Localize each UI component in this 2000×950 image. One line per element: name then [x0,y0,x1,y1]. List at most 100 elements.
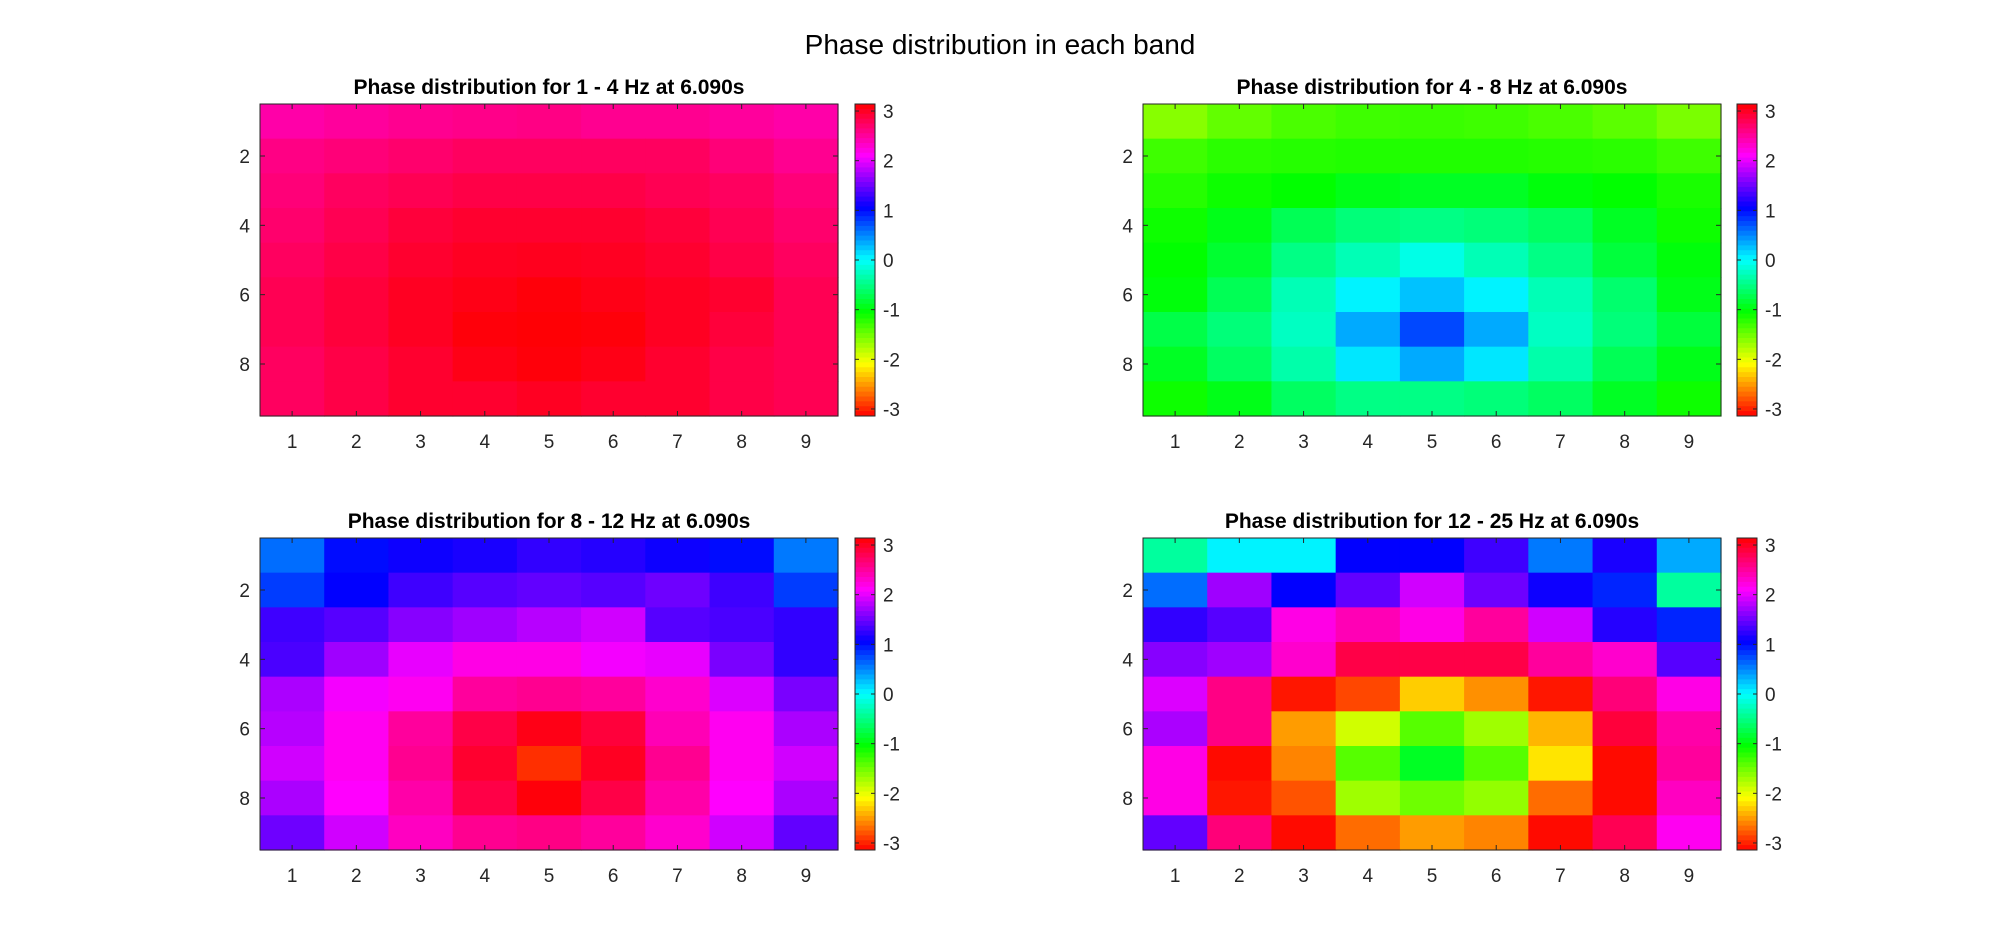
x-tick-label: 8 [1619,866,1630,887]
x-tick-label: 6 [1491,432,1502,453]
heatmap-cell [388,277,454,313]
heatmap-cell [709,607,775,643]
colorbar-segment [855,815,875,822]
heatmap-cell [581,780,646,816]
heatmap-panel-2: Phase distribution for 4 - 8 Hz at 6.090… [1122,76,1781,453]
heatmap-cell [1399,746,1465,782]
colorbar-segment [1737,674,1757,680]
colorbar-segment [1737,547,1757,554]
heatmap-cell [452,346,518,382]
heatmap-cell [1656,815,1722,851]
heatmap-cell [1592,780,1658,816]
x-tick-label: 3 [1298,432,1309,453]
heatmap-cell [645,780,711,816]
heatmap-cell [1656,642,1722,678]
y-tick-label: 2 [1122,581,1133,602]
colorbar-segment [1737,391,1757,398]
colorbar-segment [1737,616,1757,622]
colorbar-segment [1737,216,1757,222]
heatmap-cell [709,208,775,244]
heatmap-cell [452,676,518,712]
colorbar-segment [855,162,875,168]
heatmap-cell [1207,572,1273,608]
heatmap-cell [581,746,646,782]
heatmap-cell [388,815,454,851]
colorbar-segment [1737,255,1757,261]
heatmap-cell [645,277,711,313]
heatmap-cell [1528,711,1594,747]
heatmap-cell [709,676,775,712]
colorbar-tick-label: 0 [883,685,894,706]
colorbar-segment [855,347,875,354]
heatmap-cell [1335,277,1401,313]
heatmap-cell [452,173,518,209]
colorbar-tick-label: -3 [883,400,900,421]
colorbar-segment [855,391,875,398]
colorbar-segment [855,679,875,685]
y-tick-label: 6 [1122,720,1133,741]
heatmap-cell [1207,538,1273,574]
colorbar-segment [855,201,875,207]
colorbar-tick-label: -3 [1765,400,1782,421]
heatmap-cell [773,346,839,382]
colorbar-segment [855,830,875,836]
x-tick-label: 6 [1491,866,1502,887]
heatmap-cell [709,815,775,851]
heatmap-cell [1464,572,1529,608]
heatmap-cell [709,104,775,140]
colorbar-segment [1737,762,1757,768]
colorbar-segment [855,235,875,242]
colorbar-segment [855,655,875,661]
x-tick-label: 8 [736,866,747,887]
heatmap-cell [516,676,582,712]
heatmap-cell [452,381,518,417]
colorbar-segment [1737,225,1757,232]
colorbar-segment [855,684,875,690]
colorbar-segment [1737,128,1757,134]
colorbar-tick-label: 0 [883,251,894,272]
heatmap-cell [581,607,646,643]
heatmap-cell [1528,277,1594,313]
heatmap-cell [1656,277,1722,313]
heatmap-cell [645,173,711,209]
heatmap-cell [516,138,582,174]
colorbar-segment [855,630,875,637]
heatmap-cell [1592,138,1658,174]
colorbar-segment [1737,611,1757,617]
heatmap-cell [773,676,839,712]
heatmap-cell [645,138,711,174]
heatmap-cell [645,312,711,348]
heatmap-cell [516,312,582,348]
heatmap-cell [1464,312,1529,348]
x-tick-label: 7 [1555,432,1566,453]
colorbar-tick-label: 3 [1765,536,1776,557]
x-tick-label: 1 [1170,432,1181,453]
heatmap-cell [324,346,390,382]
heatmap-cell [581,381,646,417]
heatmap-cell [1528,815,1594,851]
colorbar-segment [855,616,875,622]
colorbar-segment [855,152,875,159]
colorbar-segment [1737,357,1757,363]
colorbar-segment [855,133,875,139]
colorbar-segment [1737,372,1757,378]
heatmap-cell [1656,173,1722,209]
heatmap-cell [709,746,775,782]
heatmap-cell [388,572,454,608]
colorbar-segment [855,264,875,271]
x-tick-label: 4 [1362,866,1373,887]
heatmap-cell [1143,815,1208,851]
x-tick-label: 2 [351,432,362,453]
heatmap-cell [1592,104,1658,140]
heatmap-cell [1143,381,1208,417]
colorbar-segment [855,279,875,285]
heatmap-cell [1271,711,1337,747]
colorbar-segment [1737,308,1757,315]
heatmap-cell [1399,242,1465,278]
colorbar-segment [1737,172,1757,178]
colorbar-segment [855,303,875,310]
colorbar-segment [855,577,875,583]
heatmap-cell [1207,642,1273,678]
y-tick-label: 4 [239,650,250,671]
colorbar-segment [1737,123,1757,129]
